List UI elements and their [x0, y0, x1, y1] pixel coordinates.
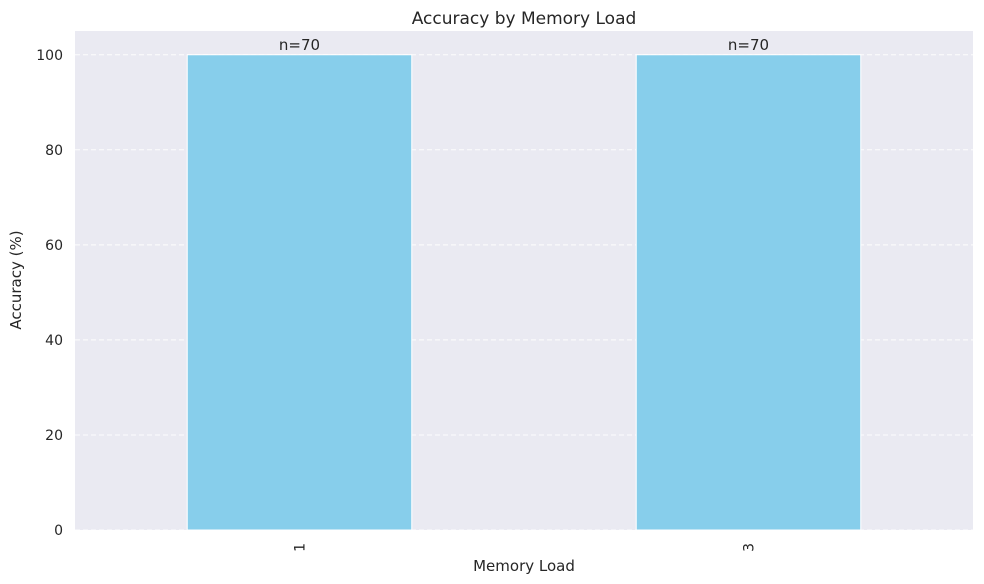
y-tick-label: 60 [45, 238, 63, 254]
y-tick-labels: 0 20 40 60 80 100 [36, 48, 63, 539]
y-tick-label: 80 [45, 143, 63, 159]
x-tick-label: 1 [293, 543, 309, 552]
x-axis-label: Memory Load [473, 557, 575, 575]
bar-3 [635, 54, 862, 531]
bars [186, 54, 862, 531]
bar-labels: n=70 n=70 [279, 36, 769, 54]
y-tick-label: 40 [45, 333, 63, 349]
bar-1 [186, 54, 413, 531]
x-tick-label: 3 [742, 543, 758, 552]
y-axis-label: Accuracy (%) [7, 230, 25, 329]
y-tick-label: 100 [36, 48, 63, 64]
bar-label: n=70 [279, 36, 320, 54]
bar-label: n=70 [728, 36, 769, 54]
chart-title: Accuracy by Memory Load [412, 9, 637, 29]
y-tick-label: 20 [45, 428, 63, 444]
y-tick-label: 0 [54, 523, 63, 539]
